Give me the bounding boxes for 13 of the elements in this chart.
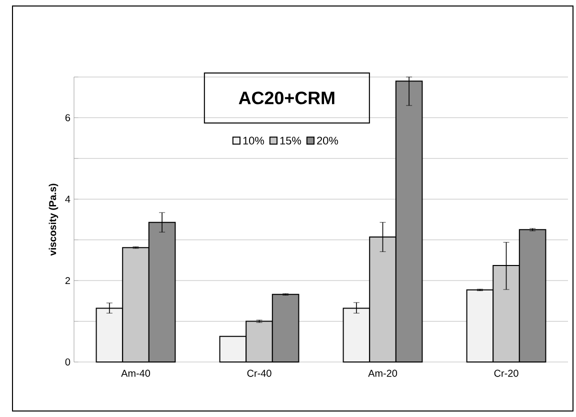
y-tick-label: 0	[65, 358, 70, 366]
x-tick-label: Cr-20	[494, 370, 518, 377]
x-tick-label: Am-20	[368, 370, 398, 377]
legend-label: 15%	[280, 136, 302, 144]
text: AC20+CRM	[238, 92, 334, 104]
y-axis-title: viscosity (Pa.s)	[48, 184, 58, 256]
x-tick-label: Cr-40	[247, 370, 272, 377]
y-tick-label: 4	[65, 196, 70, 203]
legend-label: 10%	[243, 136, 264, 145]
legend-label: 20%	[317, 136, 338, 145]
x-tick-label: Am-40	[121, 370, 150, 377]
y-tick-label: 6	[65, 114, 70, 122]
y-tick-label: 2	[65, 277, 70, 284]
